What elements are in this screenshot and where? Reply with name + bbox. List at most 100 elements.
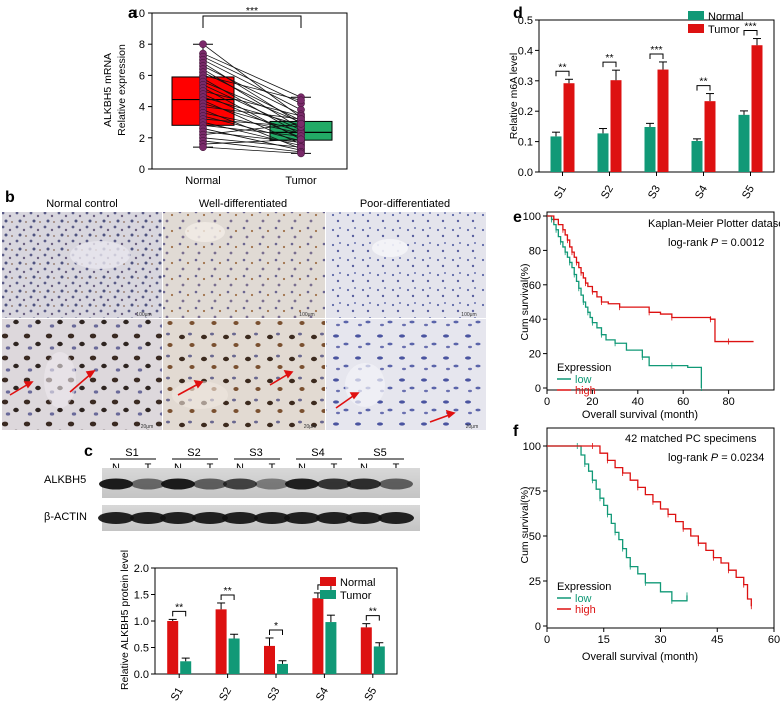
panel-f-legend-title: Expression <box>557 581 611 593</box>
tissue-lumen <box>44 352 76 408</box>
panel-d-ytick-label: 0.5 <box>518 15 533 27</box>
panel-d-legend-swatch-normal <box>688 11 704 20</box>
panel-d-ylabel: Relative m6A level <box>508 53 520 139</box>
panel-c-sig-bracket <box>172 610 187 617</box>
panel-d-bar-tumor-s5 <box>751 45 763 173</box>
band-alkbh5 <box>161 478 195 490</box>
panel-c-bar-normal-s1 <box>167 621 179 674</box>
panel-f-xtick-label: 15 <box>598 634 610 646</box>
panel-c-legend-swatch-tumor <box>320 590 336 599</box>
panel-c-xtick-s2: S2 <box>217 686 234 704</box>
paired-line <box>202 123 302 136</box>
panel-e-ytick-label: 80 <box>529 245 541 257</box>
panel-a-letter: a <box>128 5 137 22</box>
panel-f-letter: f <box>513 423 519 440</box>
band-alkbh5 <box>317 478 351 490</box>
panel-f-ytick-label: 0 <box>535 621 541 633</box>
paired-line <box>202 65 302 115</box>
band-alkbh5 <box>131 478 165 490</box>
panel-e-ytick-label: 60 <box>529 280 541 292</box>
panel-f-curve-high <box>547 445 752 607</box>
panel-d-ytick-label: 0.4 <box>518 45 533 57</box>
blot-label-alkbh5: ALKBH5 <box>44 474 86 486</box>
band-beta-actin <box>130 512 166 524</box>
panel-d-ytick-label: 0.3 <box>518 76 533 88</box>
panel-d-xtick-s4: S4 <box>693 184 710 202</box>
blot-sample-s3: S3 <box>249 447 262 459</box>
panel-d-xtick-s5: S5 <box>740 184 757 202</box>
panel-d-sig-bracket <box>743 30 758 36</box>
panel-f-km: f Cum survival(%) Overall survival (mont… <box>513 423 780 663</box>
panel-d-sig-bracket <box>555 70 570 77</box>
panel-b-col-normal-control: Normal control <box>46 198 118 210</box>
panel-e-ytick-label: 40 <box>529 314 541 326</box>
normal-point <box>199 40 207 49</box>
panel-f-title: 42 matched PC specimens <box>625 433 757 445</box>
panel-b-letter: b <box>5 189 15 206</box>
paired-line <box>202 75 302 101</box>
blot-sample-s2: S2 <box>187 447 200 459</box>
scale-bar-bottom-2: 20μm <box>304 424 317 430</box>
panel-b-col-well-differentiated: Well-differentiated <box>199 198 287 210</box>
panel-a-ytick-label: 4 <box>139 102 145 114</box>
scale-bar-top-1: 100μm <box>136 312 151 318</box>
paired-line <box>202 131 302 143</box>
blot-label-beta-actin: β-ACTIN <box>44 511 87 523</box>
panel-c-xtick-s3: S3 <box>265 686 282 704</box>
panel-d-xtick-s1: S1 <box>552 184 569 202</box>
paired-line <box>202 124 302 137</box>
panel-d-ytick-label: 0.2 <box>518 106 533 118</box>
panel-c-bar-tumor-s1 <box>180 661 192 674</box>
panel-d-letter: d <box>513 5 523 22</box>
paired-line <box>202 81 302 123</box>
panel-e-frame <box>546 211 775 391</box>
panel-c-legend-swatch-normal <box>320 577 336 586</box>
tissue-lumen <box>70 241 130 269</box>
band-beta-actin <box>284 512 320 524</box>
panel-c-western-blot: c S1NTS2NTS3NTS4NTS5NT ALKBH5 β-ACTIN Re… <box>44 443 420 703</box>
panel-e-title: Kaplan-Meier Plotter dataset <box>648 218 780 230</box>
panel-c-ylabel: Relative ALKBH5 protein level <box>119 550 131 690</box>
panel-d-bar-tumor-s4 <box>704 101 716 172</box>
paired-line <box>202 71 302 121</box>
paired-line <box>202 84 302 131</box>
panel-c-bar-normal-s2 <box>215 609 227 674</box>
panel-c-legend-label-normal: Normal <box>340 577 375 589</box>
tissue-lumen <box>345 363 385 407</box>
panel-f-ylabel: Cum survival(%) <box>519 486 531 563</box>
panel-e-km: e Cum survival(%) Overall survival (mont… <box>513 209 780 421</box>
paired-line <box>202 93 302 139</box>
panel-c-ytick-label: 0.0 <box>134 669 149 681</box>
panel-f-xlabel: Overall survival (month) <box>582 651 698 663</box>
panel-e-ylabel: Cum survival(%) <box>519 263 531 340</box>
panel-d-bar-tumor-s2 <box>610 80 622 172</box>
tumor-point <box>297 149 305 158</box>
panel-e-legend-label-high: high <box>575 385 596 397</box>
ihc-arrows <box>9 369 456 423</box>
paired-line <box>202 68 302 129</box>
panel-a-significance: *** <box>246 5 258 17</box>
panel-d-m6a-bar: d Relative m6A level 0.0 0.1 0.2 0.3 0.4 0.5 *… <box>508 5 775 202</box>
panel-c-bar-normal-s4 <box>312 598 324 674</box>
panel-c-bar-tumor-s5 <box>373 646 385 674</box>
panel-e-legend-title: Expression <box>557 362 611 374</box>
blot-sample-s5: S5 <box>373 447 386 459</box>
panel-c-bar-normal-s3 <box>264 645 275 674</box>
panel-a-ytick-label: 8 <box>139 39 145 51</box>
panel-c-xtick-s1: S1 <box>169 686 186 704</box>
panel-a-ylabel-line2: Relative expression <box>116 44 128 136</box>
panel-c-bar-tumor-s3 <box>277 663 288 674</box>
band-alkbh5 <box>347 478 381 490</box>
panel-c-sig-bracket <box>269 629 283 635</box>
panel-f-xtick-label: 0 <box>544 634 550 646</box>
panel-e-curve-high <box>547 215 754 343</box>
panel-b-col-poor-differentiated: Poor-differentiated <box>360 198 450 210</box>
panel-d-legend-swatch-tumor <box>688 24 704 33</box>
tissue-lumen <box>172 381 228 409</box>
panel-d-bar-tumor-s3 <box>657 69 669 172</box>
band-beta-actin <box>98 512 134 524</box>
ihc-well-high-mag <box>163 319 325 430</box>
panel-f-pvalue: log-rank P = 0.0234 <box>668 452 764 464</box>
panel-c-ytick-label: 0.5 <box>134 643 149 655</box>
